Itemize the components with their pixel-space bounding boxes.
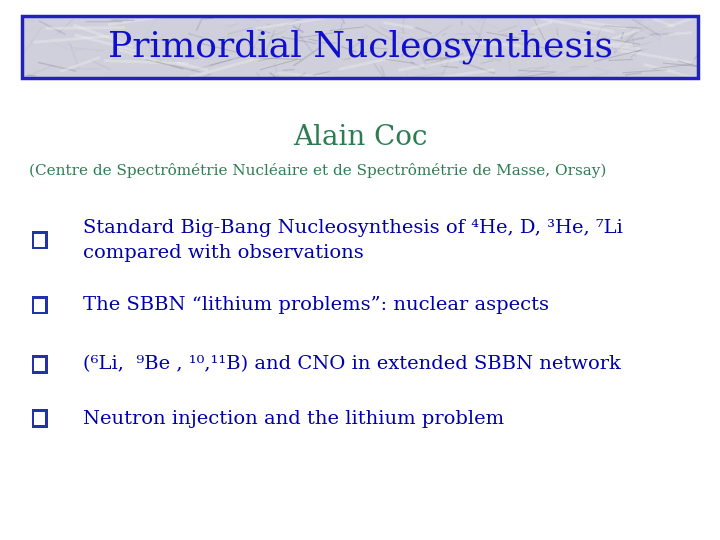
Text: (⁶Li,  ⁹Be , ¹⁰,¹¹B) and CNO in extended SBBN network: (⁶Li, ⁹Be , ¹⁰,¹¹B) and CNO in extended … (83, 355, 621, 374)
Bar (22, 16, 698, 78)
Text: Alain Coc: Alain Coc (293, 124, 427, 151)
Bar (34, 412, 45, 425)
Text: Primordial Nucleosynthesis: Primordial Nucleosynthesis (107, 30, 613, 64)
Bar (34, 299, 45, 312)
Bar (32, 409, 48, 428)
Text: compared with observations: compared with observations (83, 244, 364, 262)
Bar (32, 231, 48, 249)
Bar (22, 16, 698, 78)
Bar (34, 234, 45, 247)
Bar (34, 358, 45, 371)
Bar (32, 355, 48, 374)
Bar (32, 296, 48, 314)
Text: Standard Big-Bang Nucleosynthesis of ⁴He, D, ³He, ⁷Li: Standard Big-Bang Nucleosynthesis of ⁴He… (83, 219, 623, 237)
Text: The SBBN “lithium problems”: nuclear aspects: The SBBN “lithium problems”: nuclear asp… (83, 296, 549, 314)
Text: Neutron injection and the lithium problem: Neutron injection and the lithium proble… (83, 409, 504, 428)
Text: (Centre de Spectrômétrie Nucléaire et de Spectrômétrie de Masse, Orsay): (Centre de Spectrômétrie Nucléaire et de… (29, 163, 606, 178)
